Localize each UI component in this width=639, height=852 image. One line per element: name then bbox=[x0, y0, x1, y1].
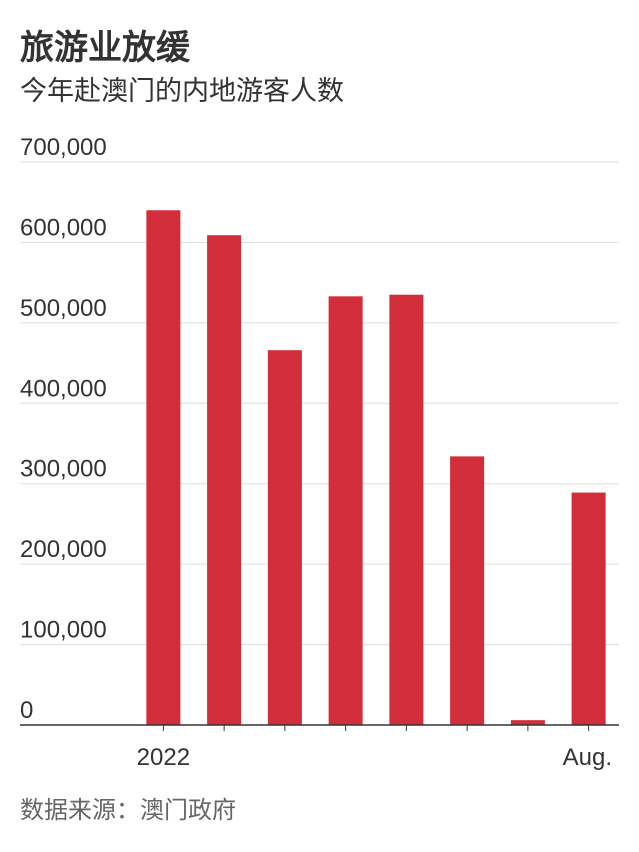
bars bbox=[146, 210, 606, 725]
y-tick-label-7: 700,000 bbox=[20, 134, 107, 161]
bar-feb bbox=[207, 235, 242, 725]
bar-may bbox=[389, 294, 424, 725]
y-tick-label-3: 300,000 bbox=[20, 456, 107, 483]
y-tick-label-5: 500,000 bbox=[20, 295, 107, 322]
gridlines bbox=[20, 161, 619, 646]
bar-aug bbox=[571, 492, 606, 725]
bar-jan bbox=[146, 210, 181, 725]
bar-jul bbox=[510, 720, 545, 725]
y-tick-label-1: 100,000 bbox=[20, 617, 107, 644]
x-axis-labels: 2022 Aug. bbox=[137, 744, 612, 771]
x-axis bbox=[20, 724, 619, 731]
bar-apr bbox=[328, 296, 363, 725]
x-tick-label-0: 2022 bbox=[137, 744, 190, 771]
bar-jun bbox=[450, 456, 485, 725]
chart-subtitle: 今年赴澳门的内地游客人数 bbox=[20, 76, 344, 107]
y-tick-label-4: 400,000 bbox=[20, 375, 107, 402]
y-tick-label-6: 600,000 bbox=[20, 214, 107, 241]
x-tick-label-1: Aug. bbox=[563, 744, 612, 771]
y-tick-label-0: 0 bbox=[20, 697, 33, 724]
y-tick-label-2: 200,000 bbox=[20, 536, 107, 563]
y-axis-labels: 0 100,000 200,000 300,000 400,000 500,000 600,… bbox=[20, 134, 107, 724]
data-source-note: 数据来源：澳门政府 bbox=[20, 796, 236, 824]
chart-title: 旅游业放缓 bbox=[20, 28, 190, 68]
bar-mar bbox=[267, 350, 302, 725]
